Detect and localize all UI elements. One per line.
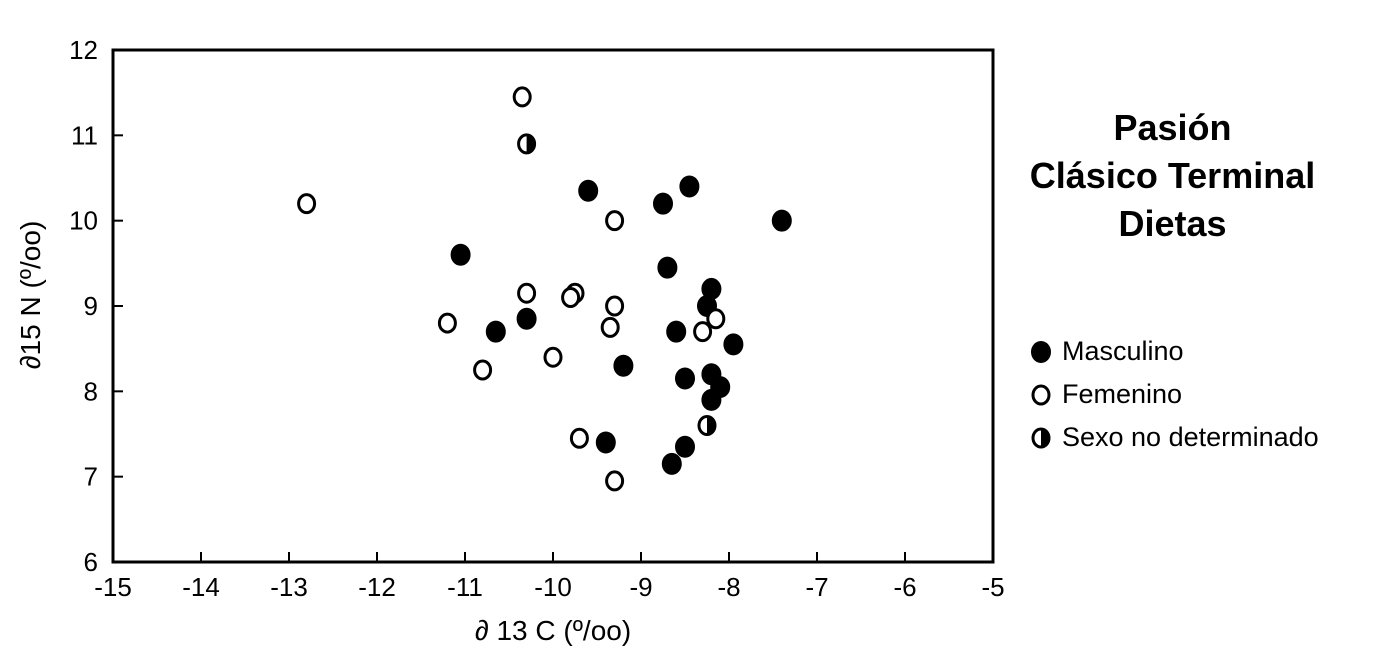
- data-point-open: [600, 316, 620, 338]
- data-point-filled: [657, 256, 678, 279]
- half-filled-circle-icon: [1031, 427, 1051, 448]
- title-line-3: Dietas: [1118, 203, 1227, 244]
- y-tick-label: 9: [84, 291, 98, 321]
- y-tick-label: 8: [84, 376, 98, 406]
- chart-title: Pasión Clásico Terminal Dietas: [1000, 104, 1345, 248]
- data-point-filled: [516, 307, 537, 330]
- data-point-filled: [578, 179, 599, 202]
- data-point-filled: [485, 320, 506, 343]
- x-tick-label: -13: [270, 572, 308, 602]
- data-point-open: [543, 346, 563, 368]
- legend-item-femenino: Femenino: [1030, 373, 1319, 416]
- x-tick-label: -7: [805, 572, 828, 602]
- title-line-1: Pasión: [1113, 107, 1232, 148]
- data-point-filled: [723, 333, 744, 356]
- data-point-filled: [771, 209, 792, 232]
- data-point-filled: [595, 431, 616, 454]
- y-tick-label: 7: [84, 462, 98, 492]
- data-point-open: [605, 210, 625, 232]
- y-tick-label: 11: [71, 120, 98, 150]
- x-tick-label: -8: [717, 572, 740, 602]
- filled-circle-icon: [1031, 340, 1051, 363]
- data-point-filled: [661, 452, 682, 475]
- y-axis-label: ∂15 N (º/oo): [15, 221, 46, 370]
- legend-item-sexo-no-determinado: Sexo no determinado: [1030, 416, 1319, 459]
- x-tick-label: -9: [629, 572, 652, 602]
- data-point-open: [605, 470, 625, 492]
- data-point-open: [512, 86, 532, 108]
- x-tick-label: -10: [534, 572, 572, 602]
- legend-label: Sexo no determinado: [1062, 422, 1319, 452]
- data-point-filled: [675, 435, 695, 458]
- data-point-open: [517, 282, 537, 304]
- data-point-filled: [701, 388, 722, 411]
- x-axis: -15 -14 -13 -12 -11 -10 -9 -8 -7 -6 -5: [94, 552, 1005, 602]
- data-point-open: [706, 308, 726, 330]
- data-point-filled: [679, 175, 700, 198]
- x-tick-label: -12: [358, 572, 396, 602]
- data-point-open: [605, 295, 625, 317]
- legend-label: Masculino: [1062, 336, 1184, 366]
- x-tick-label: -6: [893, 572, 916, 602]
- data-point-open: [437, 312, 457, 334]
- y-axis: 6 7 8 9 10 11 12: [69, 35, 123, 577]
- data-point-filled: [653, 192, 673, 215]
- x-axis-label: ∂ 13 C (º/oo): [475, 615, 631, 646]
- data-point-filled: [613, 354, 634, 377]
- data-point-open: [473, 359, 493, 381]
- data-point-half: [697, 414, 717, 436]
- data-point-half: [517, 133, 537, 155]
- open-circle-icon: [1031, 384, 1051, 405]
- data-point-filled: [675, 367, 695, 390]
- data-point-open: [561, 286, 581, 308]
- data-point-open: [297, 193, 317, 215]
- x-tick-label: -5: [981, 572, 1004, 602]
- legend-label: Femenino: [1062, 379, 1183, 409]
- data-point-filled: [450, 243, 471, 266]
- x-tick-label: -14: [182, 572, 220, 602]
- data-points: [297, 86, 792, 492]
- y-tick-label: 10: [69, 206, 98, 236]
- data-point-open: [693, 321, 713, 343]
- data-point-filled: [666, 320, 687, 343]
- plot-frame: [111, 48, 995, 564]
- x-tick-label: -11: [447, 572, 483, 602]
- legend-item-masculino: Masculino: [1030, 330, 1319, 373]
- legend: Masculino Femenino Sexo no determinado: [1030, 330, 1319, 459]
- title-line-2: Clásico Terminal: [1029, 155, 1316, 196]
- x-tick-label: -15: [94, 572, 132, 602]
- y-tick-label: 6: [84, 547, 98, 577]
- data-point-open: [569, 427, 589, 449]
- y-tick-label: 12: [69, 35, 98, 65]
